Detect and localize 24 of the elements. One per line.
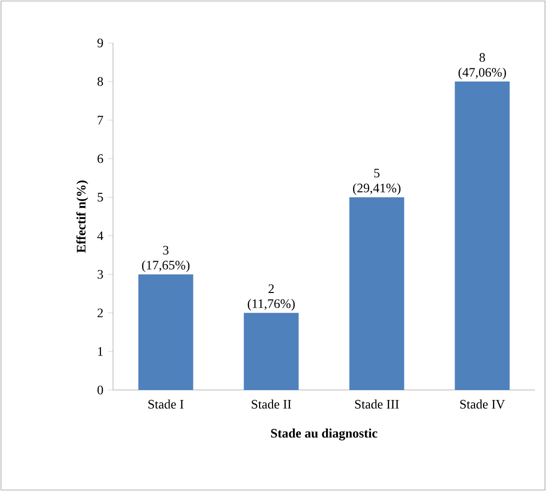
x-tick-label: Stade I <box>148 400 184 409</box>
x-tick-label: Stade IV <box>460 400 505 409</box>
bar <box>244 312 299 390</box>
y-tick-label: 9 <box>97 38 103 48</box>
y-tick-label: 6 <box>98 154 104 164</box>
y-tick-label: 5 <box>98 192 103 202</box>
y-tick-label: 3 <box>98 270 103 279</box>
y-tick-label: 0 <box>98 386 103 394</box>
bar <box>349 197 404 390</box>
data-label: 3 (17,65%) <box>142 246 190 272</box>
x-tick-label: Stade II <box>252 400 292 409</box>
bar <box>138 274 194 390</box>
bar <box>454 82 510 390</box>
data-label: 5 (29,41%) <box>353 168 400 196</box>
x-tick-label: Stade III <box>355 400 399 409</box>
y-tick-label: 7 <box>98 116 104 124</box>
y-tick-label: 2 <box>98 308 103 318</box>
y-tick-label: 8 <box>98 77 103 86</box>
data-label: 8 (47,06%) <box>458 53 506 80</box>
y-tick-label: 1 <box>98 347 103 356</box>
x-axis-title: Stade au diagnostic <box>271 428 378 440</box>
y-axis-title: Effectif n(%) <box>76 180 88 253</box>
data-label: 2 (11,76%) <box>248 284 295 311</box>
y-tick-label: 4 <box>97 231 104 240</box>
